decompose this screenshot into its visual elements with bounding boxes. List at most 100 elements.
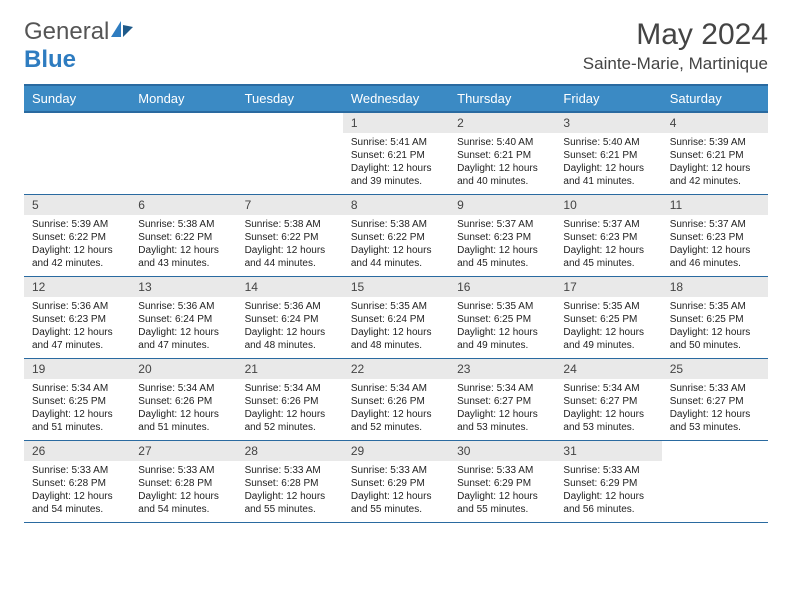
day-cell: 22Sunrise: 5:34 AMSunset: 6:26 PMDayligh… [343, 358, 449, 440]
day-details: Sunrise: 5:33 AMSunset: 6:28 PMDaylight:… [237, 461, 343, 518]
day-number: 1 [343, 113, 449, 133]
day-number: 25 [662, 359, 768, 379]
day-details: Sunrise: 5:37 AMSunset: 6:23 PMDaylight:… [662, 215, 768, 272]
day-number: 4 [662, 113, 768, 133]
day-number: 27 [130, 441, 236, 461]
day-details: Sunrise: 5:40 AMSunset: 6:21 PMDaylight:… [555, 133, 661, 190]
day-cell: 25Sunrise: 5:33 AMSunset: 6:27 PMDayligh… [662, 358, 768, 440]
weekday-wednesday: Wednesday [343, 85, 449, 112]
day-cell: 13Sunrise: 5:36 AMSunset: 6:24 PMDayligh… [130, 276, 236, 358]
day-number: 30 [449, 441, 555, 461]
day-details: Sunrise: 5:34 AMSunset: 6:27 PMDaylight:… [449, 379, 555, 436]
logo-text: General Blue [24, 18, 133, 74]
day-details: Sunrise: 5:34 AMSunset: 6:27 PMDaylight:… [555, 379, 661, 436]
day-cell: 8Sunrise: 5:38 AMSunset: 6:22 PMDaylight… [343, 194, 449, 276]
day-number: 23 [449, 359, 555, 379]
day-cell: 14Sunrise: 5:36 AMSunset: 6:24 PMDayligh… [237, 276, 343, 358]
day-details: Sunrise: 5:35 AMSunset: 6:25 PMDaylight:… [555, 297, 661, 354]
day-cell: 10Sunrise: 5:37 AMSunset: 6:23 PMDayligh… [555, 194, 661, 276]
day-details: Sunrise: 5:33 AMSunset: 6:29 PMDaylight:… [555, 461, 661, 518]
day-cell: 11Sunrise: 5:37 AMSunset: 6:23 PMDayligh… [662, 194, 768, 276]
day-number: 22 [343, 359, 449, 379]
day-cell: 23Sunrise: 5:34 AMSunset: 6:27 PMDayligh… [449, 358, 555, 440]
week-row: 26Sunrise: 5:33 AMSunset: 6:28 PMDayligh… [24, 440, 768, 522]
day-details: Sunrise: 5:37 AMSunset: 6:23 PMDaylight:… [555, 215, 661, 272]
day-number: 5 [24, 195, 130, 215]
day-cell [24, 112, 130, 194]
week-row: 5Sunrise: 5:39 AMSunset: 6:22 PMDaylight… [24, 194, 768, 276]
day-cell: 17Sunrise: 5:35 AMSunset: 6:25 PMDayligh… [555, 276, 661, 358]
day-cell: 9Sunrise: 5:37 AMSunset: 6:23 PMDaylight… [449, 194, 555, 276]
day-cell: 12Sunrise: 5:36 AMSunset: 6:23 PMDayligh… [24, 276, 130, 358]
day-cell: 29Sunrise: 5:33 AMSunset: 6:29 PMDayligh… [343, 440, 449, 522]
day-details: Sunrise: 5:38 AMSunset: 6:22 PMDaylight:… [237, 215, 343, 272]
day-details: Sunrise: 5:34 AMSunset: 6:26 PMDaylight:… [130, 379, 236, 436]
day-number: 28 [237, 441, 343, 461]
day-number: 12 [24, 277, 130, 297]
day-number: 15 [343, 277, 449, 297]
day-cell [237, 112, 343, 194]
day-details: Sunrise: 5:35 AMSunset: 6:24 PMDaylight:… [343, 297, 449, 354]
calendar-body: 1Sunrise: 5:41 AMSunset: 6:21 PMDaylight… [24, 112, 768, 522]
day-details: Sunrise: 5:36 AMSunset: 6:24 PMDaylight:… [130, 297, 236, 354]
day-details: Sunrise: 5:41 AMSunset: 6:21 PMDaylight:… [343, 133, 449, 190]
day-number: 16 [449, 277, 555, 297]
calendar-table: SundayMondayTuesdayWednesdayThursdayFrid… [24, 84, 768, 523]
day-number: 3 [555, 113, 661, 133]
day-details: Sunrise: 5:38 AMSunset: 6:22 PMDaylight:… [130, 215, 236, 272]
day-details: Sunrise: 5:38 AMSunset: 6:22 PMDaylight:… [343, 215, 449, 272]
weekday-sunday: Sunday [24, 85, 130, 112]
day-number: 21 [237, 359, 343, 379]
day-number: 10 [555, 195, 661, 215]
logo: General Blue [24, 18, 133, 74]
day-number: 19 [24, 359, 130, 379]
day-number: 14 [237, 277, 343, 297]
day-details: Sunrise: 5:33 AMSunset: 6:28 PMDaylight:… [130, 461, 236, 518]
day-cell: 1Sunrise: 5:41 AMSunset: 6:21 PMDaylight… [343, 112, 449, 194]
weekday-row: SundayMondayTuesdayWednesdayThursdayFrid… [24, 85, 768, 112]
week-row: 19Sunrise: 5:34 AMSunset: 6:25 PMDayligh… [24, 358, 768, 440]
day-details: Sunrise: 5:34 AMSunset: 6:26 PMDaylight:… [237, 379, 343, 436]
day-details: Sunrise: 5:34 AMSunset: 6:25 PMDaylight:… [24, 379, 130, 436]
logo-part1: General [24, 18, 109, 45]
header: General Blue May 2024 Sainte-Marie, Mart… [24, 18, 768, 74]
day-details: Sunrise: 5:33 AMSunset: 6:27 PMDaylight:… [662, 379, 768, 436]
day-cell: 3Sunrise: 5:40 AMSunset: 6:21 PMDaylight… [555, 112, 661, 194]
day-details: Sunrise: 5:39 AMSunset: 6:22 PMDaylight:… [24, 215, 130, 272]
day-details: Sunrise: 5:36 AMSunset: 6:24 PMDaylight:… [237, 297, 343, 354]
week-row: 12Sunrise: 5:36 AMSunset: 6:23 PMDayligh… [24, 276, 768, 358]
day-details: Sunrise: 5:36 AMSunset: 6:23 PMDaylight:… [24, 297, 130, 354]
logo-sail-icon [111, 18, 133, 45]
day-details: Sunrise: 5:37 AMSunset: 6:23 PMDaylight:… [449, 215, 555, 272]
day-details: Sunrise: 5:34 AMSunset: 6:26 PMDaylight:… [343, 379, 449, 436]
day-number: 11 [662, 195, 768, 215]
week-row: 1Sunrise: 5:41 AMSunset: 6:21 PMDaylight… [24, 112, 768, 194]
day-cell: 26Sunrise: 5:33 AMSunset: 6:28 PMDayligh… [24, 440, 130, 522]
day-number: 6 [130, 195, 236, 215]
day-details: Sunrise: 5:35 AMSunset: 6:25 PMDaylight:… [449, 297, 555, 354]
day-number: 24 [555, 359, 661, 379]
day-cell [130, 112, 236, 194]
day-cell: 28Sunrise: 5:33 AMSunset: 6:28 PMDayligh… [237, 440, 343, 522]
day-number: 2 [449, 113, 555, 133]
day-number: 8 [343, 195, 449, 215]
day-cell: 6Sunrise: 5:38 AMSunset: 6:22 PMDaylight… [130, 194, 236, 276]
day-number: 20 [130, 359, 236, 379]
weekday-monday: Monday [130, 85, 236, 112]
day-cell: 16Sunrise: 5:35 AMSunset: 6:25 PMDayligh… [449, 276, 555, 358]
day-number: 31 [555, 441, 661, 461]
day-cell: 15Sunrise: 5:35 AMSunset: 6:24 PMDayligh… [343, 276, 449, 358]
day-cell: 7Sunrise: 5:38 AMSunset: 6:22 PMDaylight… [237, 194, 343, 276]
calendar-page: General Blue May 2024 Sainte-Marie, Mart… [0, 0, 792, 541]
day-details: Sunrise: 5:40 AMSunset: 6:21 PMDaylight:… [449, 133, 555, 190]
day-cell: 24Sunrise: 5:34 AMSunset: 6:27 PMDayligh… [555, 358, 661, 440]
day-number: 29 [343, 441, 449, 461]
day-cell: 19Sunrise: 5:34 AMSunset: 6:25 PMDayligh… [24, 358, 130, 440]
day-cell: 21Sunrise: 5:34 AMSunset: 6:26 PMDayligh… [237, 358, 343, 440]
weekday-friday: Friday [555, 85, 661, 112]
weekday-thursday: Thursday [449, 85, 555, 112]
calendar-head: SundayMondayTuesdayWednesdayThursdayFrid… [24, 85, 768, 112]
day-number: 17 [555, 277, 661, 297]
day-details: Sunrise: 5:33 AMSunset: 6:29 PMDaylight:… [343, 461, 449, 518]
day-number: 18 [662, 277, 768, 297]
